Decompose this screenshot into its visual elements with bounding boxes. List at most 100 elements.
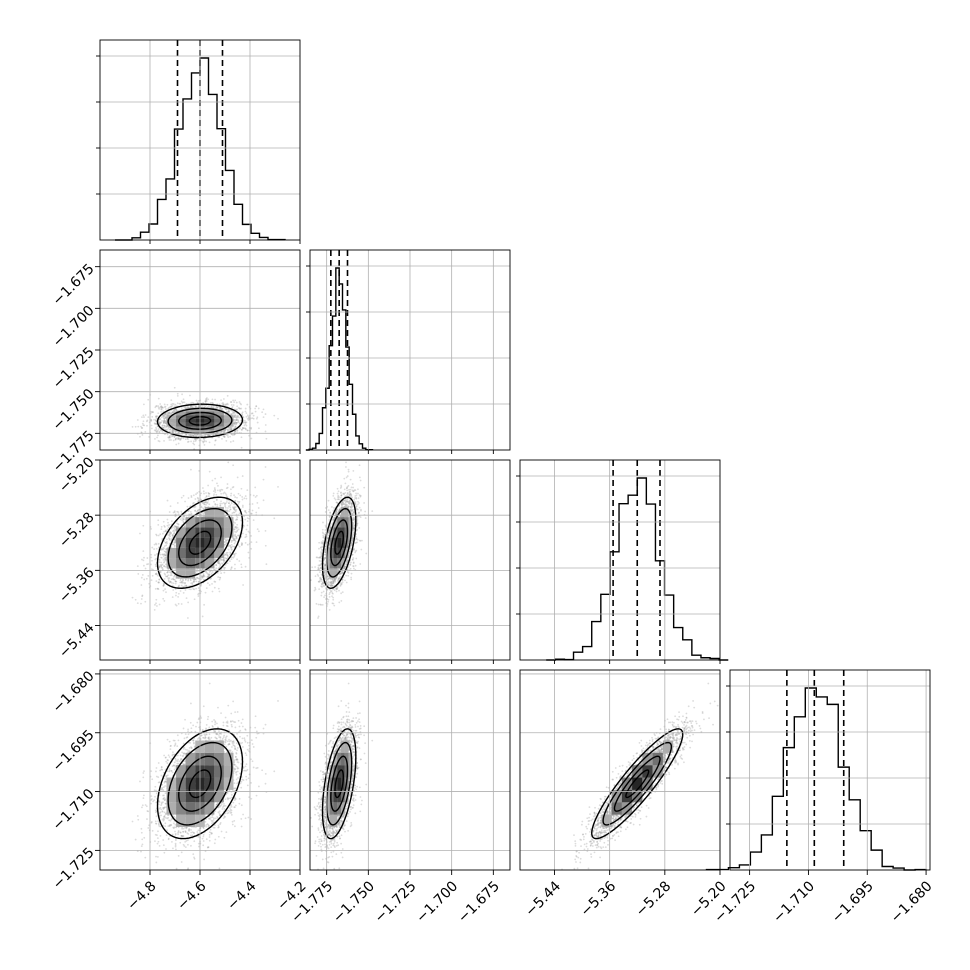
sample-point	[164, 413, 167, 416]
sample-point	[207, 484, 210, 487]
sample-point	[250, 426, 253, 429]
sample-point	[236, 414, 239, 417]
sample-point	[218, 436, 221, 438]
sample-point	[162, 410, 165, 413]
sample-point	[157, 397, 160, 400]
sample-point	[192, 588, 195, 590]
density-cell	[166, 418, 177, 423]
density-cell	[223, 415, 234, 419]
sample-point	[159, 553, 162, 556]
sample-point	[229, 552, 232, 555]
sample-point	[233, 419, 235, 421]
sample-point	[182, 401, 185, 404]
sample-point	[175, 437, 177, 440]
sample-point	[232, 506, 234, 508]
sample-point	[231, 539, 234, 542]
sample-point	[177, 442, 180, 445]
sample-point	[229, 427, 232, 430]
sample-point	[170, 434, 172, 437]
sample-point	[222, 404, 225, 406]
sample-point	[181, 393, 183, 396]
density-cell	[204, 422, 215, 427]
sample-point	[187, 510, 189, 513]
sample-point	[182, 518, 185, 521]
sample-point	[204, 399, 207, 402]
sample-point	[156, 425, 159, 428]
sample-point	[244, 427, 247, 430]
sample-point	[150, 424, 153, 427]
sample-point	[167, 578, 170, 581]
sample-point	[235, 526, 238, 528]
sample-point	[160, 416, 163, 419]
sample-point	[164, 558, 167, 561]
sample-point	[205, 397, 208, 399]
sample-point	[190, 434, 193, 437]
sample-point	[210, 406, 213, 409]
sample-point	[225, 539, 228, 542]
sample-point	[174, 430, 177, 433]
sample-point	[229, 413, 232, 416]
sample-point	[222, 558, 225, 561]
sample-point	[162, 420, 165, 422]
sample-point	[141, 434, 144, 436]
sample-point	[200, 505, 203, 508]
sample-point	[185, 585, 188, 588]
sample-point	[164, 426, 166, 428]
sample-point	[236, 526, 239, 529]
sample-point	[224, 504, 226, 506]
sample-point	[214, 580, 217, 583]
sample-point	[228, 410, 230, 413]
sample-point	[181, 580, 184, 583]
sample-point	[234, 505, 236, 508]
sample-point	[219, 563, 222, 566]
sample-point	[162, 589, 165, 592]
sample-point	[173, 578, 176, 581]
sample-point	[233, 511, 236, 514]
sample-point	[234, 422, 237, 425]
sample-point	[230, 401, 233, 403]
sample-point	[218, 562, 220, 565]
sample-point	[157, 420, 160, 423]
sample-point	[182, 579, 185, 582]
sample-point	[154, 563, 157, 566]
sample-point	[167, 436, 170, 439]
sample-point	[233, 422, 236, 425]
sample-point	[202, 576, 205, 578]
sample-point	[214, 398, 217, 401]
sample-point	[155, 547, 158, 550]
sample-point	[265, 437, 268, 440]
sample-point	[196, 496, 199, 499]
sample-point	[245, 424, 248, 427]
sample-point	[236, 418, 238, 421]
sample-point	[140, 431, 143, 434]
sample-point	[180, 438, 182, 440]
sample-point	[237, 534, 239, 537]
sample-point	[217, 435, 220, 438]
sample-point	[143, 424, 146, 427]
sample-point	[230, 426, 233, 429]
sample-point	[277, 417, 279, 420]
sample-point	[141, 594, 144, 597]
sample-point	[214, 559, 217, 561]
panel-2-0	[131, 461, 279, 619]
sample-point	[219, 489, 221, 492]
sample-point	[220, 488, 223, 491]
sample-point	[238, 560, 241, 562]
sample-point	[222, 502, 225, 504]
sample-point	[234, 421, 237, 423]
sample-point	[217, 587, 220, 590]
sample-point	[144, 600, 147, 603]
sample-point	[162, 424, 164, 427]
panel-1-1	[305, 250, 374, 451]
sample-point	[223, 436, 226, 438]
sample-point	[162, 555, 165, 558]
sample-point	[236, 476, 239, 479]
sample-point	[252, 519, 255, 522]
sample-point	[153, 543, 156, 546]
sample-point	[155, 534, 158, 537]
sample-point	[235, 416, 238, 419]
sample-point	[234, 419, 237, 421]
sample-point	[245, 415, 248, 418]
sample-point	[184, 585, 186, 587]
sample-point	[227, 403, 229, 406]
